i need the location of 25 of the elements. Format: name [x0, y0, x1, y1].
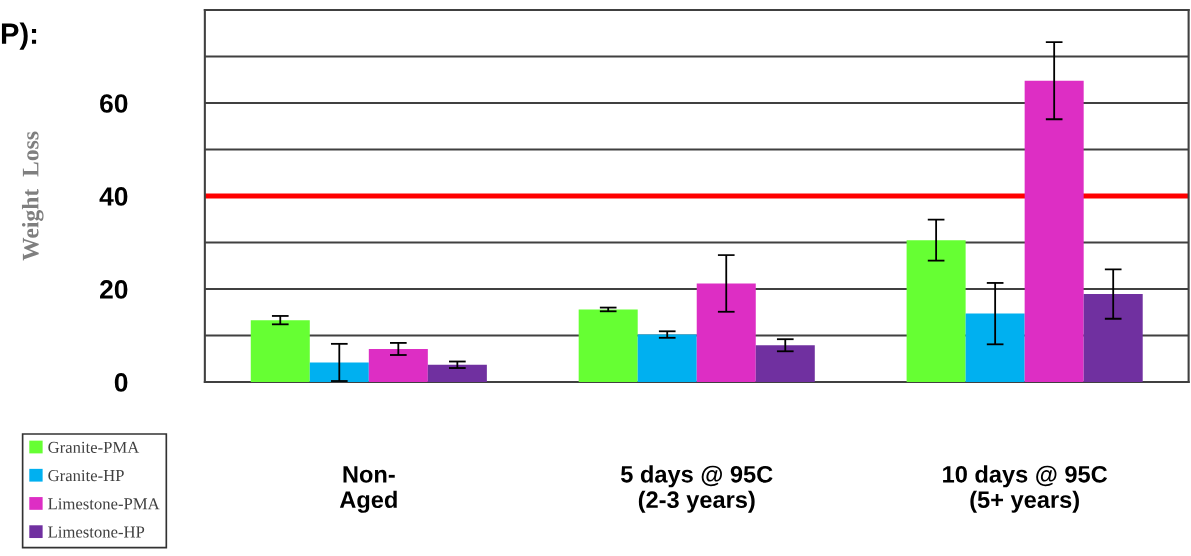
y-tick-label: 0	[114, 373, 128, 392]
bar	[637, 334, 697, 382]
legend-label: Limestone-HP	[48, 526, 145, 538]
y-tick-label: 60	[100, 94, 128, 113]
y-tick-label: 40	[99, 187, 128, 206]
bar	[755, 345, 815, 382]
bar	[368, 348, 428, 382]
legend-label: Granite-PMA	[48, 441, 140, 453]
bar	[427, 364, 487, 382]
legend-label: Granite-HP	[48, 469, 124, 482]
legend-label: Limestone-PMA	[48, 498, 160, 510]
bar	[578, 309, 638, 382]
text: P):	[1, 22, 37, 50]
bar	[965, 313, 1025, 382]
x-tick-label: 10 days @ 95C (5+ years)	[943, 465, 1108, 513]
x-tick-label: Non- Aged	[339, 466, 397, 513]
bar	[250, 320, 310, 382]
bar	[1024, 80, 1084, 382]
bar	[906, 240, 966, 382]
y-tick-label: 20	[100, 280, 128, 299]
bar	[696, 283, 756, 382]
y-axis-title: Weight Loss	[21, 131, 44, 261]
bar	[1083, 294, 1143, 382]
x-tick-label: 5 days @ 95C (2-3 years)	[620, 465, 773, 513]
bar	[309, 362, 369, 382]
